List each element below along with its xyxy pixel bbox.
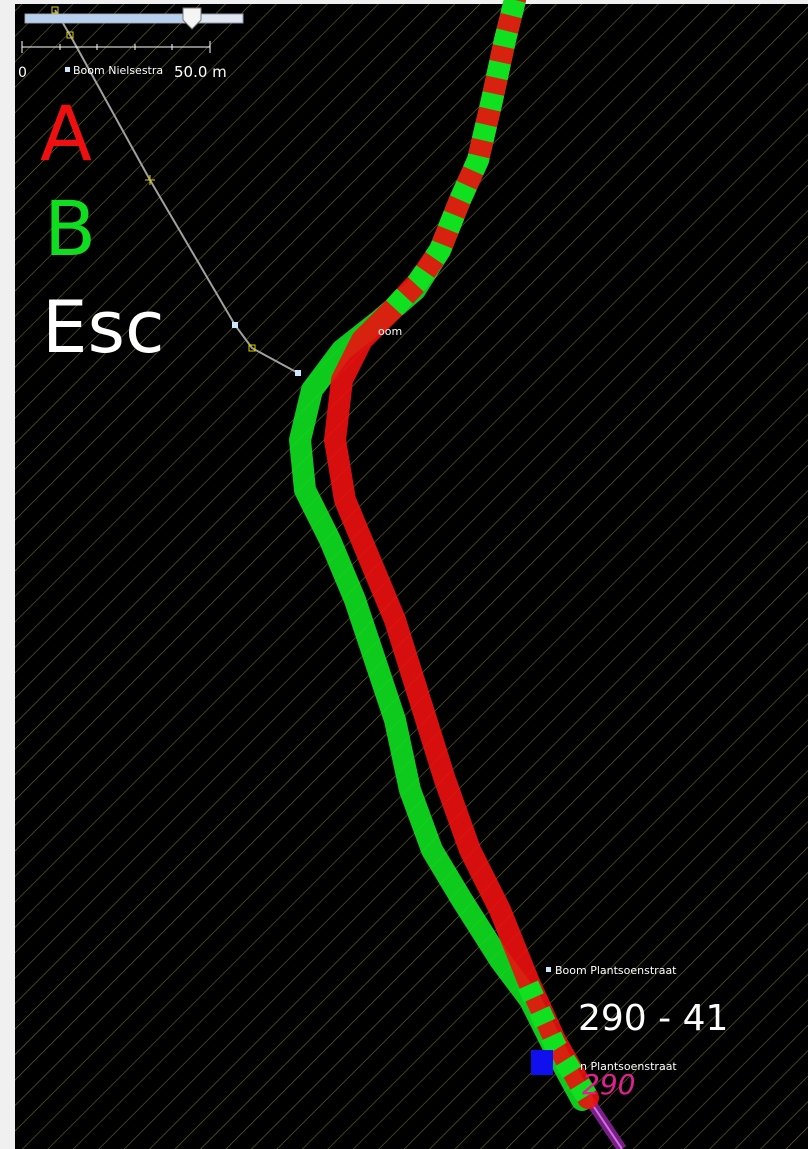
node xyxy=(295,370,301,376)
node xyxy=(66,31,74,39)
zoom-slider-knob[interactable] xyxy=(182,7,202,30)
street-label: Boom Plantsoenstraat xyxy=(555,964,677,977)
node xyxy=(232,322,238,328)
area-hatch xyxy=(15,4,808,1149)
key-hint: A xyxy=(40,89,92,178)
scale-start: 0 xyxy=(18,65,27,81)
route-overlap-top xyxy=(383,0,526,318)
node xyxy=(65,67,70,72)
scale-ruler xyxy=(21,41,211,53)
route-number: 290 xyxy=(582,1068,635,1101)
node xyxy=(51,6,59,14)
street-label: Boom Nielsestra xyxy=(73,64,163,77)
scale-end: 50.0 m xyxy=(174,63,227,81)
gray-way xyxy=(54,9,299,374)
street-label: oom xyxy=(378,325,402,338)
key-hint: Esc xyxy=(42,285,165,369)
route-a xyxy=(324,0,599,1109)
route-overlap-bottom xyxy=(517,980,598,1104)
node xyxy=(248,344,256,352)
node-cross xyxy=(145,175,155,185)
street-label: n Plantsoenstraat xyxy=(580,1060,677,1073)
node xyxy=(546,967,551,972)
route-ref: 290 - 41 xyxy=(578,998,728,1039)
key-hint: B xyxy=(44,184,96,273)
zoom-slider-fill xyxy=(26,15,192,22)
stop-marker xyxy=(531,1050,553,1075)
